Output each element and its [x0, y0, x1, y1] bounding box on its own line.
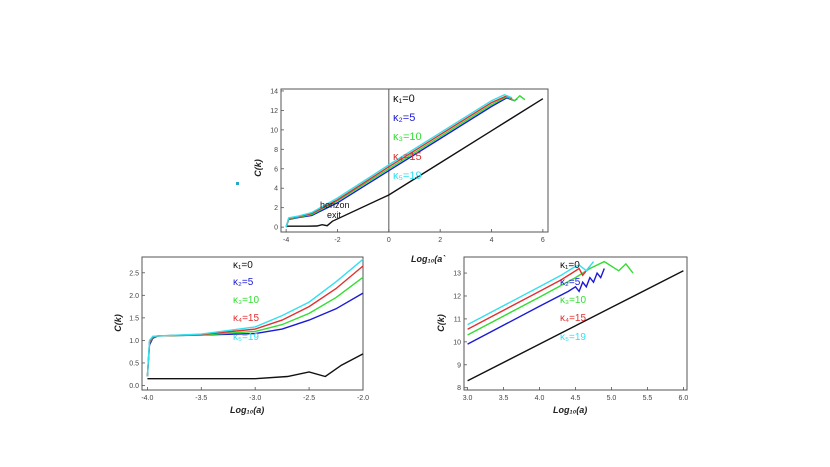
- chart-bottom-right-ticks: 3.0 3.5 4.0 4.5 5.0 5.5 6.0 8 9 10 11 12 13: [453, 271, 688, 402]
- y-tick-label: 12: [453, 293, 461, 300]
- y-tick-label: 8: [457, 385, 461, 392]
- chart-bottom-left-legend: κ₁=0 κ₂=5 κ₃=10 κ₄=15 κ₅=19: [233, 260, 259, 343]
- stray-marker: [236, 182, 239, 185]
- x-tick-label: -2.0: [357, 395, 369, 402]
- curve-k4: [467, 265, 591, 330]
- x-tick-label: 4.0: [535, 395, 545, 402]
- y-tick-label: 0.5: [129, 360, 139, 367]
- curve-k2: [146, 292, 364, 377]
- x-tick-label: 2: [438, 237, 442, 244]
- chart-top-ylabel: C(k): [253, 159, 263, 177]
- y-tick-label: 13: [453, 271, 461, 278]
- chart-top-legend: κ₁=0 κ₂=5 κ₃=10 κ₄=15 κ₅=19: [393, 93, 422, 182]
- legend-k4: κ₄=15: [233, 313, 259, 324]
- x-tick-label: -3.5: [195, 395, 207, 402]
- y-tick-label: 8: [274, 147, 278, 154]
- y-tick-label: 2: [274, 205, 278, 212]
- y-tick-label: 1.0: [129, 338, 139, 345]
- y-tick-label: 2.0: [129, 293, 139, 300]
- chart-bottom-right-curves: [467, 260, 684, 382]
- chart-bottom-left: -4.0 -3.5 -3.0 -2.5 -2.0 0.0 0.5 1.0 1.5 2.0 2.5 C…: [113, 256, 369, 415]
- legend-k4: κ₄=15: [393, 151, 422, 163]
- y-tick-label: 0.0: [129, 383, 139, 390]
- legend-k3: κ₃=10: [233, 295, 259, 306]
- legend-k5: κ₅=19: [233, 332, 259, 343]
- x-tick-label: 6.0: [679, 395, 689, 402]
- chart-top-ticks: -4 -2 0 2 4 6 0 2 4 6 8 10 12 14: [270, 88, 545, 244]
- x-tick-label: 4.5: [571, 395, 581, 402]
- curve-k5: [146, 258, 364, 377]
- legend-k2: κ₂=5: [233, 277, 254, 288]
- x-tick-label: -3.0: [249, 395, 261, 402]
- chart-top-annotation-exit: exit: [327, 210, 342, 220]
- x-tick-label: 4: [490, 237, 494, 244]
- chart-bottom-left-curves: [146, 258, 364, 380]
- legend-k1: κ₁=0: [393, 93, 415, 105]
- chart-top-frame: [280, 88, 549, 233]
- x-tick-label: -2: [334, 237, 340, 244]
- legend-k2: κ₂=5: [560, 277, 581, 288]
- x-tick-label: 0: [387, 237, 391, 244]
- y-tick-label: 12: [270, 108, 278, 115]
- curve-k1: [147, 353, 364, 380]
- chart-top-curves: [285, 89, 544, 232]
- chart-top: -4 -2 0 2 4 6 0 2 4 6 8 10 12 14 C(k) Log₁₀(a` horizo…: [253, 88, 549, 264]
- x-tick-label: -4.0: [141, 395, 153, 402]
- y-tick-label: 1.5: [129, 315, 139, 322]
- chart-bottom-left-xlabel: Log₁₀(a): [230, 405, 264, 415]
- x-tick-label: 3.5: [499, 395, 509, 402]
- y-tick-label: 10: [453, 339, 461, 346]
- legend-k5: κ₅=19: [393, 170, 422, 182]
- chart-bottom-right-legend: κ₁=0 κ₂=5 κ₃=10 κ₄=15 κ₅=19: [560, 260, 586, 343]
- x-tick-label: 5.5: [643, 395, 653, 402]
- legend-k1: κ₁=0: [233, 260, 253, 271]
- x-tick-label: -4: [283, 237, 289, 244]
- curve-k5: [467, 261, 595, 326]
- chart-bottom-left-ticks: -4.0 -3.5 -3.0 -2.5 -2.0 0.0 0.5 1.0 1.5 2.0 2.5: [129, 270, 369, 402]
- curve-k2: [467, 268, 605, 345]
- legend-k3: κ₃=10: [393, 131, 422, 143]
- chart-bottom-left-frame: [141, 256, 364, 391]
- curve-k1: [467, 270, 684, 382]
- y-tick-label: 6: [274, 166, 278, 173]
- curve-k1: [286, 98, 544, 227]
- legend-k3: κ₃=10: [560, 295, 586, 306]
- chart-bottom-left-ylabel: C(k): [113, 314, 123, 332]
- y-tick-label: 0: [274, 225, 278, 232]
- chart-top-annotation-horizon: horizon: [320, 200, 350, 210]
- y-tick-label: 9: [457, 362, 461, 369]
- y-tick-label: 10: [270, 127, 278, 134]
- legend-k4: κ₄=15: [560, 313, 586, 324]
- y-tick-label: 4: [274, 186, 278, 193]
- legend-k5: κ₅=19: [560, 332, 586, 343]
- chart-bottom-right-xlabel: Log₁₀(a): [553, 405, 587, 415]
- x-tick-label: 5.0: [607, 395, 617, 402]
- x-tick-label: 3.0: [463, 395, 473, 402]
- legend-k2: κ₂=5: [393, 112, 415, 124]
- x-tick-label: -2.5: [303, 395, 315, 402]
- chart-bottom-right-ylabel: C(k): [436, 314, 446, 332]
- y-tick-label: 2.5: [129, 270, 139, 277]
- y-tick-label: 14: [270, 88, 278, 95]
- curve-k5: [285, 94, 513, 228]
- chart-bottom-right: 3.0 3.5 4.0 4.5 5.0 5.5 6.0 8 9 10 11 12 13 C(k) Log…: [436, 256, 688, 415]
- x-tick-label: 6: [541, 237, 545, 244]
- curve-k3: [467, 260, 634, 336]
- chart-top-xlabel: Log₁₀(a`: [411, 254, 446, 264]
- y-tick-label: 11: [454, 316, 461, 323]
- legend-k1: κ₁=0: [560, 260, 580, 271]
